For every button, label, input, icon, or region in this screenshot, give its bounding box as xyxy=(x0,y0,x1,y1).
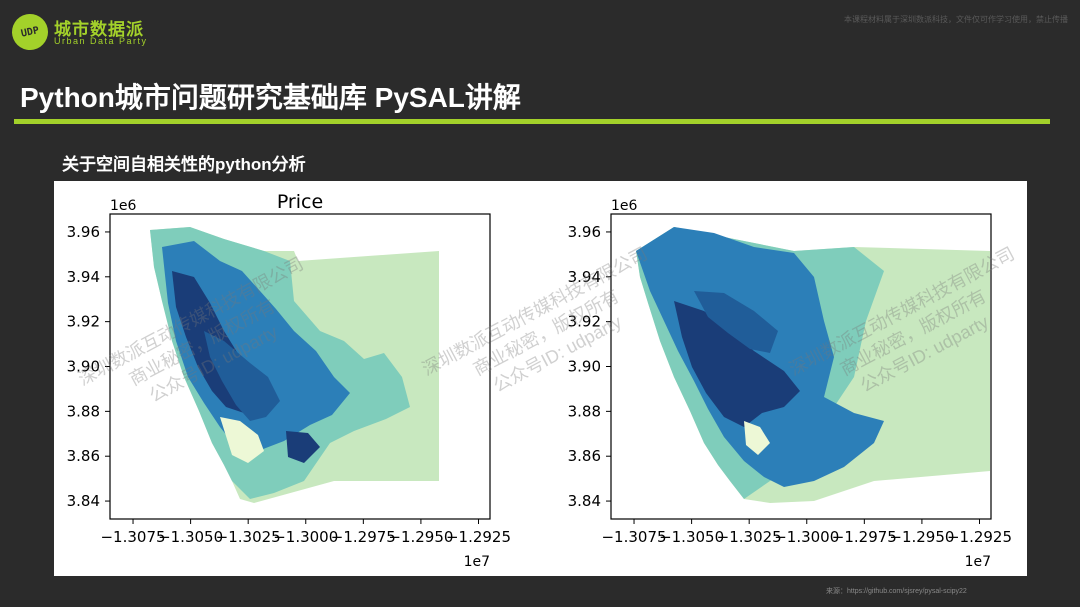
brand-subtitle: Urban Data Party xyxy=(54,36,148,46)
top-note: 本课程材料属于深圳数派科技，文件仅可作学习使用，禁止传播 xyxy=(844,15,1068,24)
x-tick-label: −1.2975 xyxy=(832,528,897,546)
y-tick-label: 3.84 xyxy=(568,492,601,510)
map-region-navy xyxy=(204,331,280,421)
x-tick-label: −1.3025 xyxy=(717,528,782,546)
y-tick-label: 3.92 xyxy=(67,313,100,331)
y-tick-label: 3.92 xyxy=(568,313,601,331)
x-tick-label: −1.2925 xyxy=(947,528,1012,546)
y-tick-label: 3.90 xyxy=(67,358,100,376)
y-tick-label: 3.96 xyxy=(67,223,100,241)
y-tick-label: 3.94 xyxy=(568,268,601,286)
map-region-dark xyxy=(674,301,800,427)
map-title: Price xyxy=(277,191,323,213)
brand-logo: UDP 城市数据派 Urban Data Party xyxy=(8,10,152,54)
slide-title: Python城市问题研究基础库 PySAL讲解 xyxy=(20,82,521,113)
map-plot-price: −1.3075−1.3050−1.3025−1.3000−1.2975−1.29… xyxy=(67,191,511,570)
figure-panel: −1.3075 −1.3050 −1.3025 −1.3000 −1.2975 −1.29… xyxy=(54,181,1027,576)
y-tick-label: 3.94 xyxy=(67,268,100,286)
x-tick-label: −1.3075 xyxy=(601,528,666,546)
x-tick-label: −1.3025 xyxy=(216,528,281,546)
x-tick-label: −1.3075 xyxy=(100,528,165,546)
y-tick-label: 3.90 xyxy=(568,358,601,376)
map-region-light xyxy=(220,417,264,463)
map-region-light xyxy=(744,421,770,455)
x-tick-label: −1.3050 xyxy=(158,528,223,546)
x-tick-label: −1.3000 xyxy=(774,528,839,546)
map-region-dark-south xyxy=(286,431,320,463)
x-tick-label: −1.3050 xyxy=(659,528,724,546)
y-tick-label: 3.84 xyxy=(67,492,100,510)
map-plot-second: −1.3075−1.3050−1.3025−1.3000−1.2975−1.29… xyxy=(568,198,1012,570)
x-offset-label: 1e7 xyxy=(464,554,490,570)
y-tick-label: 3.88 xyxy=(67,402,100,420)
x-tick-label: −1.2925 xyxy=(446,528,511,546)
y-offset-label: 1e6 xyxy=(110,198,137,214)
y-tick-label: 3.86 xyxy=(67,447,100,465)
map-region-blue xyxy=(162,241,350,451)
x-tick-label: −1.2975 xyxy=(331,528,396,546)
y-tick-label: 3.96 xyxy=(568,223,601,241)
map-region-navy xyxy=(694,291,778,353)
y-tick-label: 3.88 xyxy=(568,402,601,420)
x-offset-label: 1e7 xyxy=(965,554,991,570)
maps-figure: −1.3075−1.3050−1.3025−1.3000−1.2975−1.29… xyxy=(67,191,1012,570)
y-offset-label: 1e6 xyxy=(611,198,638,214)
brand-name: 城市数据派 xyxy=(54,20,144,39)
x-tick-label: −1.2950 xyxy=(889,528,954,546)
brand-badge: UDP xyxy=(8,10,52,54)
y-tick-label: 3.86 xyxy=(568,447,601,465)
section-label: 关于空间自相关性的python分析 xyxy=(62,155,306,174)
source-caption: 来源：https://github.com/sjsrey/pysal-scipy… xyxy=(826,588,967,595)
x-tick-label: −1.2950 xyxy=(388,528,453,546)
x-tick-label: −1.3000 xyxy=(273,528,338,546)
title-divider xyxy=(14,119,1050,124)
